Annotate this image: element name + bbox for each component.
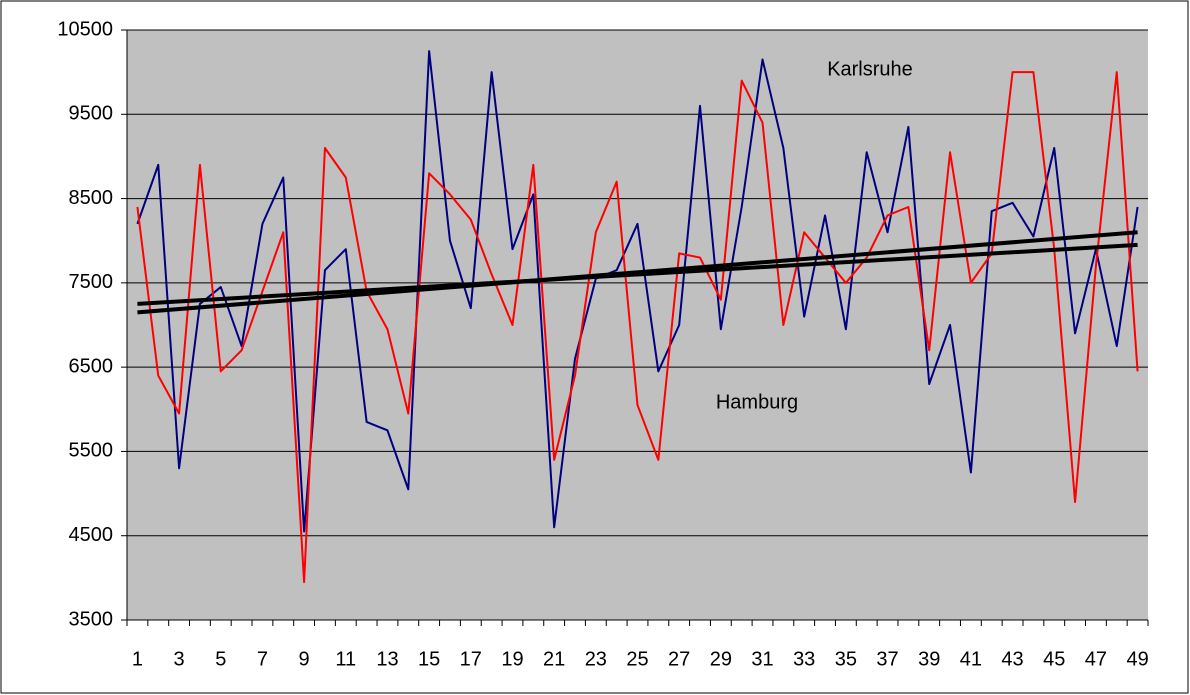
x-tick-label: 45: [1043, 648, 1065, 670]
x-tick-label: 37: [876, 648, 898, 670]
x-tick-label: 29: [710, 648, 732, 670]
y-tick-label: 7500: [69, 271, 114, 293]
x-tick-label: 49: [1126, 648, 1148, 670]
x-tick-label: 43: [1001, 648, 1023, 670]
x-tick-label: 39: [918, 648, 940, 670]
y-tick-label: 5500: [69, 440, 114, 462]
y-tick-label: 6500: [69, 355, 114, 377]
x-tick-label: 41: [960, 648, 982, 670]
y-tick-label: 4500: [69, 524, 114, 546]
x-tick-label: 23: [585, 648, 607, 670]
x-tick-label: 9: [299, 648, 310, 670]
x-tick-label: 17: [460, 648, 482, 670]
annotation: Hamburg: [716, 391, 798, 413]
x-tick-label: 27: [668, 648, 690, 670]
trendline: [137, 230, 1138, 315]
x-tick-label: 19: [501, 648, 523, 670]
line-series: [136, 71, 1139, 584]
y-tick-label: 8500: [69, 187, 114, 209]
x-tick-label: 21: [543, 648, 565, 670]
x-tick-label: 13: [376, 648, 398, 670]
x-tick-label: 5: [215, 648, 226, 670]
line-series: [136, 50, 1139, 533]
plot-background: [127, 30, 1148, 620]
x-tick-label: 7: [257, 648, 268, 670]
x-tick-label: 1: [132, 648, 143, 670]
x-tick-label: 31: [751, 648, 773, 670]
x-tick-label: 3: [174, 648, 185, 670]
trendline: [137, 242, 1138, 306]
x-tick-label: 35: [835, 648, 857, 670]
annotation: Karlsruhe: [827, 58, 913, 80]
x-tick-label: 47: [1085, 648, 1107, 670]
x-tick-label: 15: [418, 648, 440, 670]
x-tick-label: 11: [335, 648, 356, 670]
x-tick-label: 25: [626, 648, 648, 670]
y-tick-label: 3500: [69, 608, 114, 630]
x-tick-label: 33: [793, 648, 815, 670]
y-tick-label: 9500: [69, 103, 114, 125]
y-tick-label: 10500: [57, 18, 113, 40]
